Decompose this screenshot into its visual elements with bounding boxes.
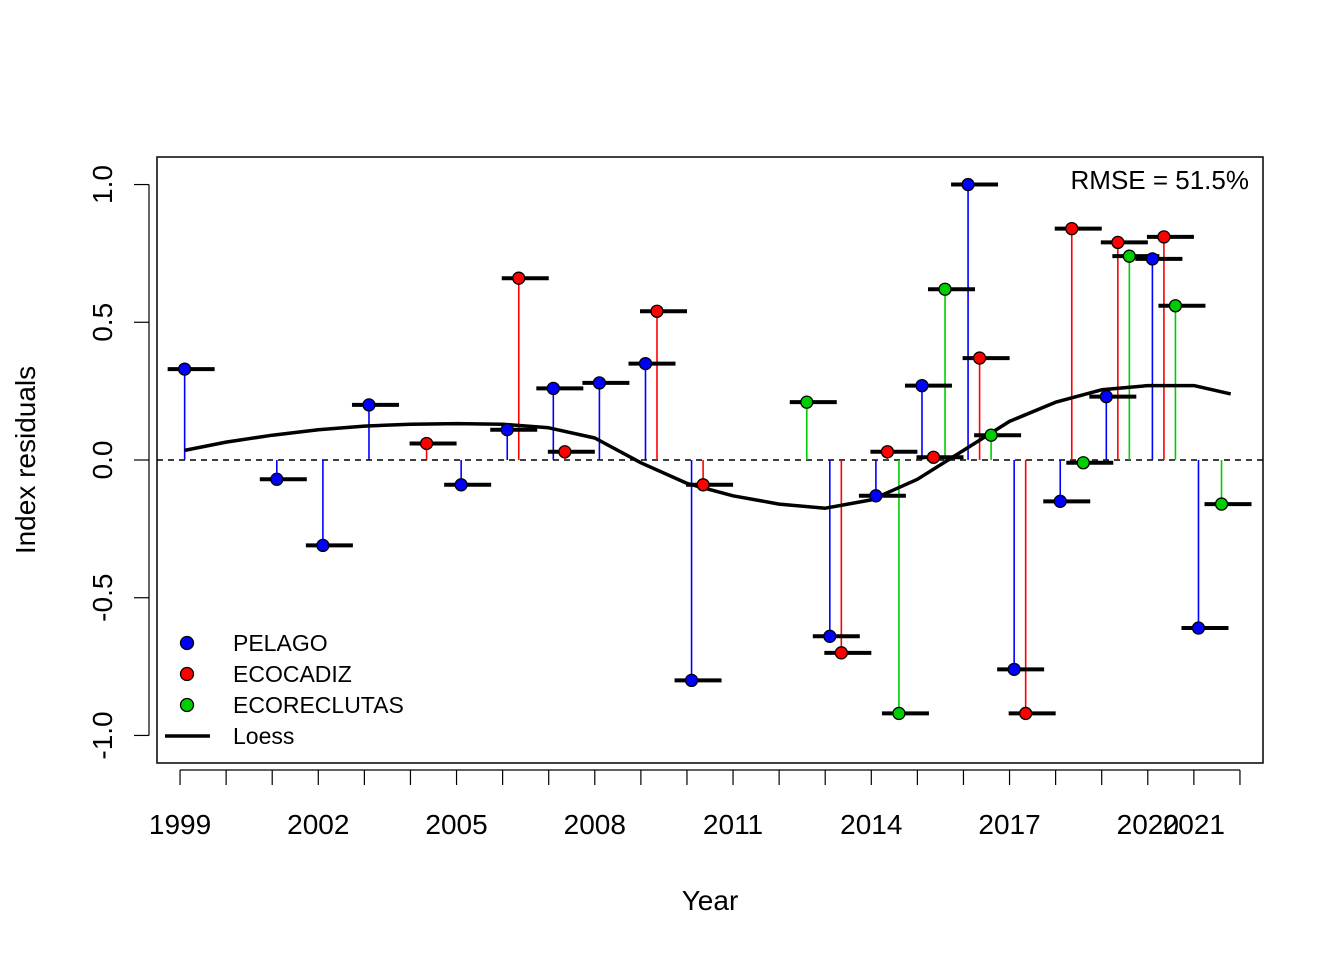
data-point bbox=[1053, 494, 1067, 508]
x-tick-label: 2011 bbox=[703, 809, 763, 840]
data-point bbox=[684, 673, 699, 688]
y-tick-label: -1.0 bbox=[87, 711, 118, 759]
data-point bbox=[938, 282, 952, 296]
data-point bbox=[869, 489, 883, 503]
data-point bbox=[972, 351, 987, 365]
data-point bbox=[880, 445, 895, 459]
data-point bbox=[1076, 456, 1090, 470]
data-point bbox=[696, 478, 710, 492]
data-point bbox=[961, 177, 975, 192]
x-tick-label: 1999 bbox=[149, 809, 211, 840]
data-point bbox=[1168, 299, 1183, 313]
data-point bbox=[915, 378, 929, 393]
x-tick-label: 2014 bbox=[840, 809, 902, 840]
data-point bbox=[500, 423, 514, 437]
x-tick-label: 2008 bbox=[564, 809, 626, 840]
chart-marks bbox=[157, 177, 1263, 721]
x-tick-label: 2002 bbox=[287, 809, 349, 840]
legend-marker bbox=[179, 635, 195, 651]
data-point bbox=[454, 478, 468, 492]
data-point bbox=[650, 304, 664, 318]
y-tick-label: 0.5 bbox=[87, 303, 118, 342]
y-tick-label: 1.0 bbox=[87, 165, 118, 204]
x-tick-label: 2005 bbox=[425, 809, 487, 840]
y-axis: -1.0 -0.5 0.0 0.5 1.0 bbox=[87, 165, 150, 760]
legend-label: ECORECLUTAS bbox=[233, 692, 404, 718]
data-point bbox=[892, 706, 906, 721]
data-point bbox=[316, 538, 330, 553]
x-tick-label: 2017 bbox=[978, 809, 1040, 840]
data-point bbox=[926, 450, 941, 464]
legend: PELAGO ECOCADIZ ECORECLUTAS Loess bbox=[165, 630, 404, 749]
data-point bbox=[177, 362, 192, 376]
legend-marker bbox=[179, 697, 195, 713]
data-point bbox=[1111, 235, 1125, 250]
plot-frame bbox=[156, 156, 1264, 764]
legend-label: ECOCADIZ bbox=[233, 661, 352, 687]
data-point bbox=[558, 445, 572, 459]
rmse-annotation: RMSE = 51.5% bbox=[1071, 165, 1249, 195]
data-point bbox=[270, 472, 284, 486]
data-point bbox=[823, 629, 837, 643]
data-point bbox=[1007, 662, 1021, 676]
y-tick-label: -0.5 bbox=[87, 574, 118, 622]
data-point bbox=[1214, 497, 1229, 511]
data-point bbox=[1191, 621, 1206, 635]
data-point bbox=[984, 428, 998, 442]
data-point bbox=[800, 395, 814, 409]
legend-label: PELAGO bbox=[233, 630, 328, 656]
data-point bbox=[362, 398, 376, 412]
data-point bbox=[419, 436, 434, 451]
y-axis-title: Index residuals bbox=[10, 366, 41, 554]
x-tick-label: 2020 bbox=[1117, 809, 1179, 840]
data-point bbox=[1122, 249, 1137, 263]
data-point bbox=[1065, 221, 1079, 236]
data-point bbox=[1019, 706, 1033, 721]
data-point bbox=[638, 356, 653, 371]
legend-label: Loess bbox=[233, 723, 294, 749]
data-point bbox=[1157, 230, 1171, 244]
data-point bbox=[834, 646, 848, 660]
data-point bbox=[546, 381, 560, 396]
loess-line bbox=[184, 383, 1232, 510]
data-point bbox=[1099, 389, 1113, 404]
x-tick-label: 2021 bbox=[1163, 809, 1225, 840]
y-tick-label: 0.0 bbox=[87, 441, 118, 480]
data-point bbox=[592, 376, 607, 390]
data-point bbox=[1145, 252, 1160, 266]
data-point bbox=[512, 271, 526, 285]
legend-marker bbox=[179, 666, 195, 682]
x-axis-title: Year bbox=[682, 885, 739, 916]
